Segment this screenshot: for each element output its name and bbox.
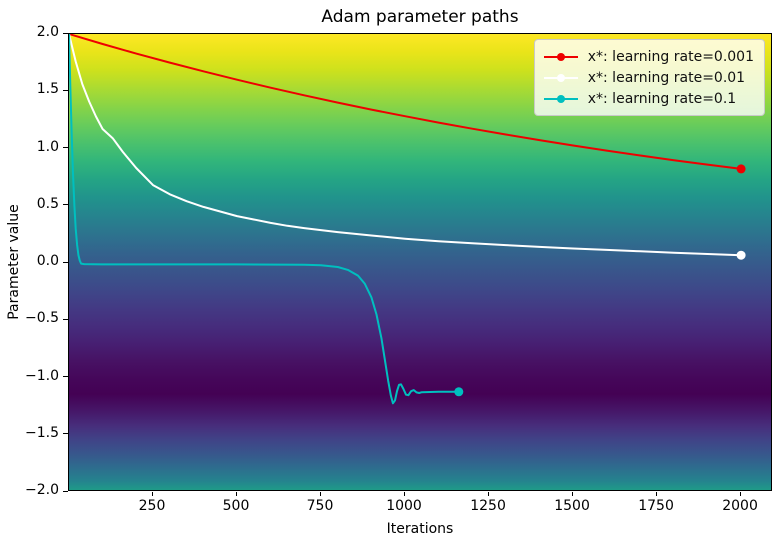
y-tick-label: −0.5 [25, 310, 59, 327]
x-tick-label: 2000 [722, 498, 758, 514]
legend-entry-label: x*: learning rate=0.1 [587, 90, 737, 107]
x-tick-label: 1750 [638, 498, 674, 514]
x-tick-mark [151, 492, 153, 496]
chart-title: Adam parameter paths [321, 7, 519, 27]
legend-entry-label: x*: learning rate=0.001 [587, 48, 754, 65]
y-tick-label: −1.5 [25, 424, 59, 441]
legend-entry-label: x*: learning rate=0.01 [587, 69, 746, 86]
x-tick-mark [571, 492, 573, 496]
y-tick-mark [63, 89, 68, 91]
y-tick-mark [63, 490, 68, 492]
x-tick-mark [487, 492, 489, 496]
plot-area: x*: learning rate=0.001 x*: learning rate… [68, 33, 772, 491]
y-tick-label: 1.0 [36, 138, 59, 155]
x-tick-label: 250 [138, 498, 166, 514]
series-end-marker-1 [736, 250, 746, 260]
x-tick-mark [655, 492, 657, 496]
legend-entry: x*: learning rate=0.01 [543, 67, 754, 88]
y-tick-label: 0.5 [36, 195, 59, 212]
y-tick-label: 0.0 [36, 253, 59, 269]
series-end-marker-2 [454, 387, 464, 397]
x-tick-mark [319, 492, 321, 496]
y-tick-mark [63, 318, 68, 320]
series-line-2 [69, 34, 460, 405]
x-tick-label: 1250 [470, 498, 506, 514]
x-tick-label: 1500 [554, 498, 590, 514]
legend-entry: x*: learning rate=0.1 [543, 88, 754, 109]
series-lines [69, 34, 746, 405]
x-tick-mark [403, 492, 405, 496]
y-tick-mark [63, 376, 68, 377]
x-tick-label: 750 [306, 498, 334, 514]
y-tick-mark [63, 147, 68, 148]
y-tick-mark [63, 32, 68, 34]
series-line-0 [69, 34, 743, 170]
x-tick-mark [235, 492, 237, 496]
y-tick-mark [63, 204, 68, 206]
y-tick-mark [63, 261, 68, 263]
legend: x*: learning rate=0.001 x*: learning rate… [533, 39, 765, 116]
legend-entry: x*: learning rate=0.001 [543, 46, 754, 67]
x-tick-label: 500 [222, 498, 250, 514]
y-tick-label: 1.5 [36, 81, 59, 98]
series-line-1 [69, 34, 743, 257]
y-tick-label: −1.0 [25, 367, 59, 384]
x-tick-mark [739, 492, 741, 496]
series-end-marker-0 [736, 164, 746, 174]
legend-line-marker-icon [543, 94, 578, 104]
y-tick-label: 2.0 [36, 24, 59, 40]
x-tick-label: 1000 [386, 498, 422, 514]
y-tick-label: −2.0 [25, 482, 59, 498]
y-tick-mark [63, 433, 68, 435]
x-axis-label: Iterations [386, 521, 454, 537]
legend-line-marker-icon [543, 73, 578, 83]
legend-line-marker-icon [543, 52, 578, 62]
